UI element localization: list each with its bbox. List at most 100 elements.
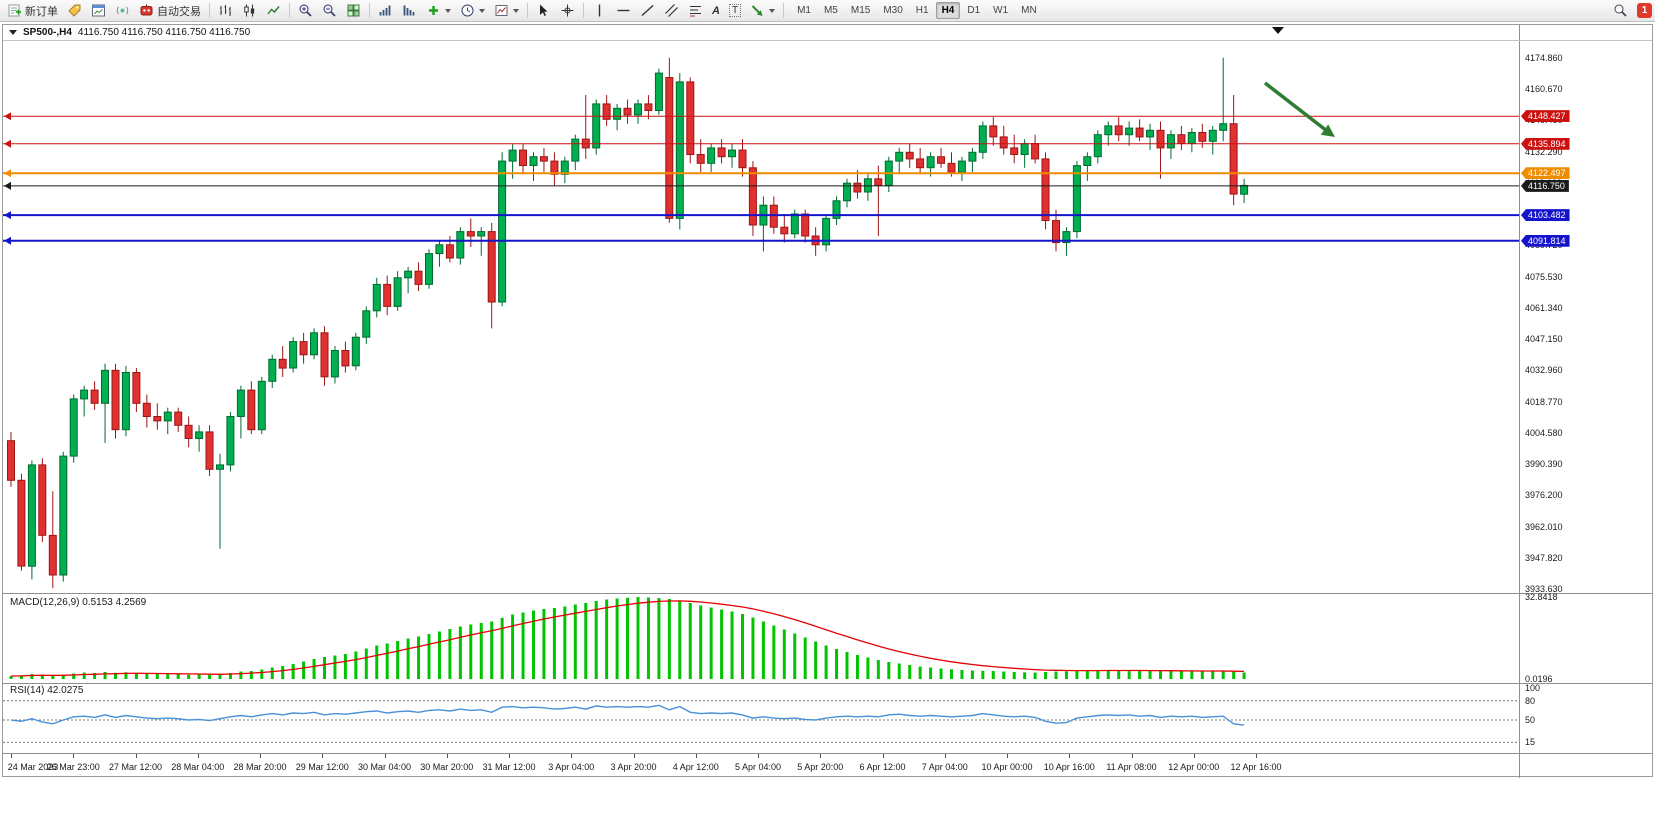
bullish-candle <box>843 182 851 202</box>
shapes-tool-button[interactable] <box>746 2 779 20</box>
zoom-out-button[interactable] <box>318 2 341 20</box>
rsi-canvas[interactable] <box>3 684 1519 753</box>
broadcast-button[interactable] <box>111 2 134 20</box>
bullish-candle <box>1125 127 1134 136</box>
price-line-label[interactable]: 4148.427 <box>1521 110 1570 123</box>
price-axis[interactable]: 4174.8604160.6704146.4804132.2904118.100… <box>1519 25 1652 778</box>
bearish-candle <box>539 156 548 162</box>
crosshair-tool-button[interactable] <box>556 2 579 20</box>
cursor-tool-button[interactable] <box>532 2 555 20</box>
bearish-candle <box>1229 123 1238 195</box>
bullish-candle <box>435 244 444 255</box>
time-tick <box>73 754 75 758</box>
bearish-candle <box>780 226 789 235</box>
navigator-button[interactable] <box>398 2 421 20</box>
time-tick <box>260 754 261 758</box>
bearish-candle <box>623 107 632 116</box>
top-marker-triangle[interactable] <box>1272 27 1284 34</box>
timeframe-button-h4[interactable]: H4 <box>935 2 961 19</box>
macd-canvas[interactable] <box>3 594 1519 683</box>
ohlc-chart-icon <box>220 5 231 16</box>
timeframe-button-m5[interactable]: M5 <box>823 5 838 16</box>
bearish-candle <box>801 213 810 237</box>
timeframe-button-m1[interactable]: M1 <box>797 5 811 16</box>
chart-window-icon <box>92 4 105 17</box>
bullish-candle <box>634 103 642 116</box>
timeframe-group: M1 M5 M15 M30 H1 H4 D1 W1 MN <box>791 2 1043 19</box>
bullish-candle <box>707 147 716 164</box>
histogram-asc-icon <box>379 5 391 16</box>
timeframe-button-m15[interactable]: M15 <box>850 5 871 16</box>
bearish-candle <box>466 231 475 237</box>
search-icon <box>1614 4 1627 17</box>
chart-symbol-period: SP500-,H4 <box>23 27 72 38</box>
vertical-line-tool-button[interactable] <box>588 2 611 20</box>
bullish-candle <box>216 464 224 470</box>
candlestick-chart-type-button[interactable] <box>238 2 261 20</box>
main-chart-canvas[interactable] <box>3 25 1519 593</box>
label-tool-button[interactable]: T <box>725 2 745 20</box>
horizontal-line-tool-button[interactable] <box>612 2 635 20</box>
date-label: 4 Apr 12:00 <box>672 762 719 772</box>
price-axis-label: 4061.340 <box>1525 302 1563 313</box>
template-button[interactable] <box>490 2 523 20</box>
ohlc-chart-type-button[interactable] <box>214 2 237 20</box>
fibonacci-tool-button[interactable] <box>684 2 707 20</box>
trend-arrow-line[interactable] <box>1263 81 1329 133</box>
price-line-label[interactable]: 4122.497 <box>1521 167 1570 180</box>
time-tick <box>944 754 946 758</box>
auto-trading-label: 自动交易 <box>157 5 201 18</box>
time-tick <box>758 754 759 758</box>
price-line-label[interactable]: 4116.750 <box>1521 179 1569 192</box>
time-axis-separator <box>3 753 1652 754</box>
chart-window-button[interactable] <box>87 2 110 20</box>
new-order-label: 新订单 <box>25 5 58 18</box>
panel-separator[interactable] <box>3 683 1652 684</box>
auto-trading-robot-icon <box>140 4 153 16</box>
line-left-marker <box>4 236 11 245</box>
bullish-candle <box>1093 134 1102 158</box>
bullish-candle <box>404 270 413 279</box>
price-axis-label: 4018.770 <box>1525 396 1563 407</box>
line-left-marker <box>4 181 11 190</box>
price-line-label[interactable]: 4135.894 <box>1521 137 1570 150</box>
crosshair-icon <box>561 4 574 17</box>
timeframe-button-d1[interactable]: D1 <box>967 5 981 16</box>
text-tool-button[interactable]: A <box>708 2 724 20</box>
bearish-candle <box>717 147 726 158</box>
bullish-candle <box>571 138 580 162</box>
line-chart-icon <box>267 6 280 15</box>
trendline-tool-button[interactable] <box>636 2 659 20</box>
add-indicator-button[interactable] <box>422 2 455 20</box>
timeframe-button-w1[interactable]: W1 <box>993 5 1009 16</box>
trend-arrow-head[interactable] <box>1320 124 1335 137</box>
panel-separator[interactable] <box>3 593 1652 594</box>
price-axis-label: 4132.290 <box>1525 146 1563 157</box>
timeframe-button-m30[interactable]: M30 <box>883 5 903 16</box>
timeframe-button-mn[interactable]: MN <box>1021 5 1037 16</box>
line-chart-type-button[interactable] <box>262 2 285 20</box>
timeframe-button-h1[interactable]: H1 <box>915 5 929 16</box>
time-tick <box>695 754 697 758</box>
time-axis[interactable]: 24 Mar 2023 26 Mar 23:00 27 Mar 12:00 28 Ma… <box>3 754 1652 778</box>
bearish-candle <box>853 182 862 193</box>
histogram-desc-icon <box>403 5 415 16</box>
bullish-candle <box>69 398 78 457</box>
price-line-label[interactable]: 4091.814 <box>1521 234 1570 247</box>
indicators-list-button[interactable] <box>374 2 397 20</box>
bullish-candle <box>1020 143 1029 155</box>
bullish-candle <box>310 332 318 356</box>
price-tag-button[interactable] <box>63 2 86 20</box>
zoom-in-button[interactable] <box>294 2 317 20</box>
bearish-candle <box>1114 125 1123 136</box>
period-selector-button[interactable] <box>456 2 489 20</box>
channel-tool-button[interactable] <box>660 2 683 20</box>
search-button[interactable] <box>1609 2 1632 20</box>
price-line-label[interactable]: 4103.482 <box>1521 209 1570 222</box>
new-order-button[interactable]: 新订单 <box>3 2 62 20</box>
chart-collapse-arrow-icon[interactable] <box>9 30 17 35</box>
auto-trading-button[interactable]: 自动交易 <box>135 2 205 20</box>
notification-badge[interactable]: 1 <box>1637 3 1652 18</box>
vertical-line-icon <box>598 4 601 17</box>
tile-windows-button[interactable] <box>342 2 365 20</box>
